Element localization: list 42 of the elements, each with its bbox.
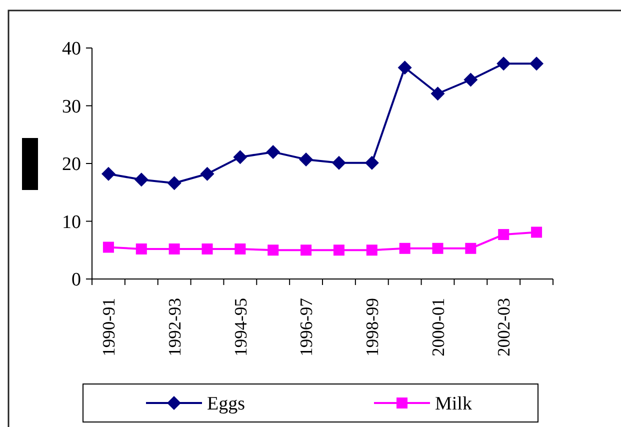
point (299, 152, 314, 166)
point (202, 243, 213, 254)
point (398, 60, 412, 75)
x-tick-label: 1992-93 (164, 298, 184, 356)
y-tick-label: 40 (62, 38, 81, 60)
point (233, 150, 248, 164)
point (498, 229, 510, 240)
y-tick-label: 30 (62, 96, 81, 118)
point (167, 176, 182, 190)
legend-label: Milk (435, 394, 472, 415)
y-tick-label: 20 (62, 154, 81, 176)
point (268, 244, 279, 256)
x-tick-label: 2002-03 (494, 298, 514, 356)
point (102, 242, 114, 253)
x-tick-label: 1994-95 (230, 298, 250, 356)
point (300, 244, 312, 256)
point (430, 86, 445, 101)
point (464, 72, 478, 87)
y-tick-label: 10 (62, 212, 81, 233)
point (432, 242, 444, 254)
point (266, 144, 280, 159)
x-tick-label: 1998-99 (362, 298, 382, 356)
point (200, 166, 214, 181)
point (168, 243, 180, 254)
point (530, 56, 544, 71)
x-tick-label: 1996-97 (296, 298, 316, 356)
point (101, 166, 116, 181)
point (399, 242, 410, 254)
point (531, 226, 542, 238)
y-tick-label: 0 (72, 270, 81, 291)
point (366, 244, 378, 256)
x-tick-label: 2000-01 (428, 298, 448, 356)
point (496, 56, 511, 71)
x-tick-label: 1990-91 (98, 298, 119, 356)
point (332, 156, 346, 170)
point (136, 243, 147, 254)
legend-label: Eggs (207, 394, 245, 415)
point (364, 156, 379, 170)
point (234, 243, 246, 254)
point (465, 242, 476, 254)
point (333, 244, 344, 256)
point (134, 172, 148, 187)
